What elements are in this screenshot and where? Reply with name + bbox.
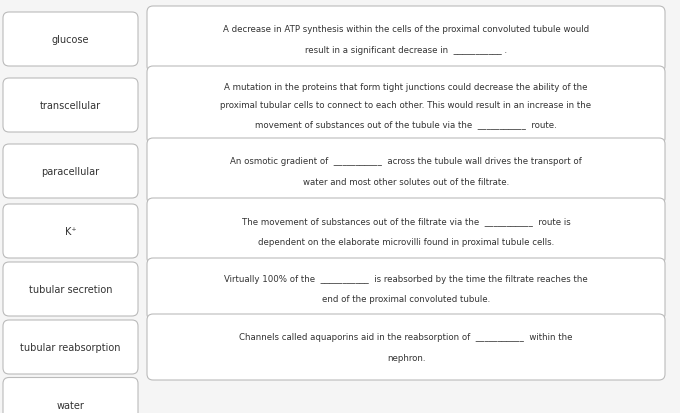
Text: A mutation in the proteins that form tight junctions could decrease the ability : A mutation in the proteins that form tig… — [224, 83, 588, 91]
Text: water: water — [56, 399, 84, 410]
Text: glucose: glucose — [52, 35, 89, 45]
Text: A decrease in ATP synthesis within the cells of the proximal convoluted tubule w: A decrease in ATP synthesis within the c… — [223, 25, 589, 33]
FancyBboxPatch shape — [3, 13, 138, 67]
Text: end of the proximal convoluted tubule.: end of the proximal convoluted tubule. — [322, 295, 490, 304]
FancyBboxPatch shape — [147, 314, 665, 380]
Text: An osmotic gradient of  ___________  across the tubule wall drives the transport: An osmotic gradient of ___________ acros… — [230, 157, 582, 165]
Text: K⁺: K⁺ — [65, 226, 76, 236]
Text: Channels called aquaporins aid in the reabsorption of  ___________  within the: Channels called aquaporins aid in the re… — [239, 332, 573, 341]
FancyBboxPatch shape — [147, 139, 665, 204]
Text: proximal tubular cells to connect to each other. This would result in an increas: proximal tubular cells to connect to eac… — [220, 101, 592, 110]
FancyBboxPatch shape — [3, 320, 138, 374]
FancyBboxPatch shape — [3, 145, 138, 199]
Text: The movement of substances out of the filtrate via the  ___________  route is: The movement of substances out of the fi… — [241, 216, 571, 225]
Text: water and most other solutes out of the filtrate.: water and most other solutes out of the … — [303, 178, 509, 187]
Text: dependent on the elaborate microvilli found in proximal tubule cells.: dependent on the elaborate microvilli fo… — [258, 238, 554, 247]
Text: result in a significant decrease in  ___________ .: result in a significant decrease in ____… — [305, 46, 507, 55]
FancyBboxPatch shape — [147, 67, 665, 145]
FancyBboxPatch shape — [147, 7, 665, 73]
FancyBboxPatch shape — [147, 259, 665, 320]
FancyBboxPatch shape — [147, 199, 665, 264]
Text: tubular secretion: tubular secretion — [29, 284, 112, 294]
Text: Virtually 100% of the  ___________  is reabsorbed by the time the filtrate reach: Virtually 100% of the ___________ is rea… — [224, 275, 588, 284]
FancyBboxPatch shape — [3, 377, 138, 413]
FancyBboxPatch shape — [3, 262, 138, 316]
FancyBboxPatch shape — [3, 79, 138, 133]
Text: paracellular: paracellular — [41, 166, 99, 177]
Text: transcellular: transcellular — [40, 101, 101, 111]
Text: movement of substances out of the tubule via the  ___________  route.: movement of substances out of the tubule… — [255, 120, 557, 129]
FancyBboxPatch shape — [3, 204, 138, 259]
Text: nephron.: nephron. — [387, 354, 425, 362]
Text: tubular reabsorption: tubular reabsorption — [20, 342, 121, 352]
